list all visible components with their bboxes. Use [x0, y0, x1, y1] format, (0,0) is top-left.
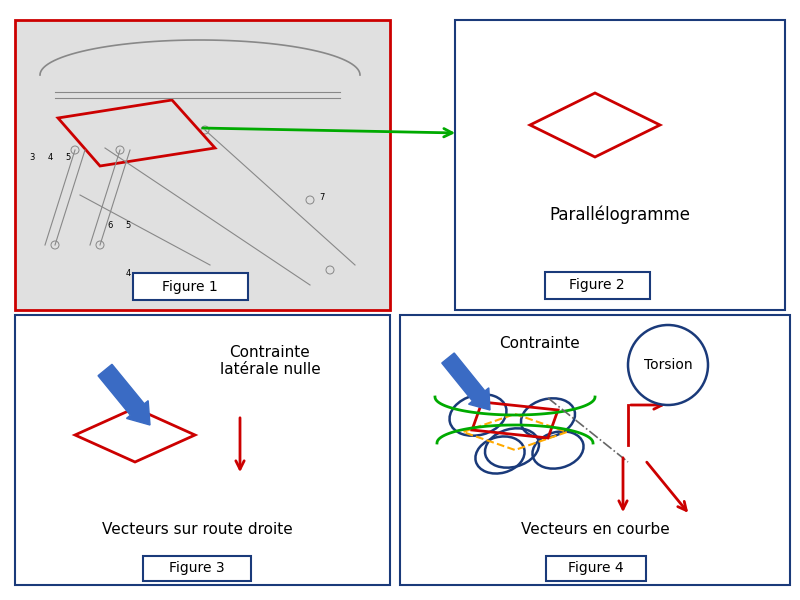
Bar: [143, 556, 251, 581]
Bar: [545, 272, 650, 299]
Bar: [455, 20, 785, 310]
Circle shape: [326, 266, 334, 274]
Text: Figure 2: Figure 2: [569, 278, 625, 292]
Text: 3: 3: [30, 152, 34, 161]
Circle shape: [628, 325, 708, 405]
Text: Contrainte
latérale nulle: Contrainte latérale nulle: [220, 345, 320, 377]
Text: Contrainte: Contrainte: [500, 335, 580, 350]
Bar: [15, 20, 390, 310]
Bar: [15, 315, 390, 585]
Text: 5: 5: [126, 220, 130, 229]
Bar: [400, 315, 790, 585]
Circle shape: [116, 146, 124, 154]
Text: 5: 5: [66, 152, 70, 161]
Text: Figure 4: Figure 4: [568, 561, 624, 575]
FancyArrow shape: [98, 364, 150, 425]
Bar: [546, 556, 646, 581]
FancyArrow shape: [442, 353, 490, 410]
Bar: [133, 273, 248, 300]
Circle shape: [71, 146, 79, 154]
Text: 4: 4: [126, 269, 130, 277]
Text: Figure 1: Figure 1: [162, 280, 218, 294]
Text: Figure 3: Figure 3: [169, 561, 225, 575]
Text: Vecteurs en courbe: Vecteurs en courbe: [521, 523, 670, 538]
Circle shape: [306, 196, 314, 204]
Text: Torsion: Torsion: [644, 358, 692, 372]
Circle shape: [51, 241, 59, 249]
Circle shape: [96, 241, 104, 249]
Text: Vecteurs sur route droite: Vecteurs sur route droite: [102, 523, 292, 538]
Circle shape: [201, 126, 209, 134]
Text: 7: 7: [319, 193, 325, 202]
Text: 6: 6: [107, 220, 113, 229]
Text: 4: 4: [47, 152, 53, 161]
Text: Parallélogramme: Parallélogramme: [550, 206, 690, 224]
